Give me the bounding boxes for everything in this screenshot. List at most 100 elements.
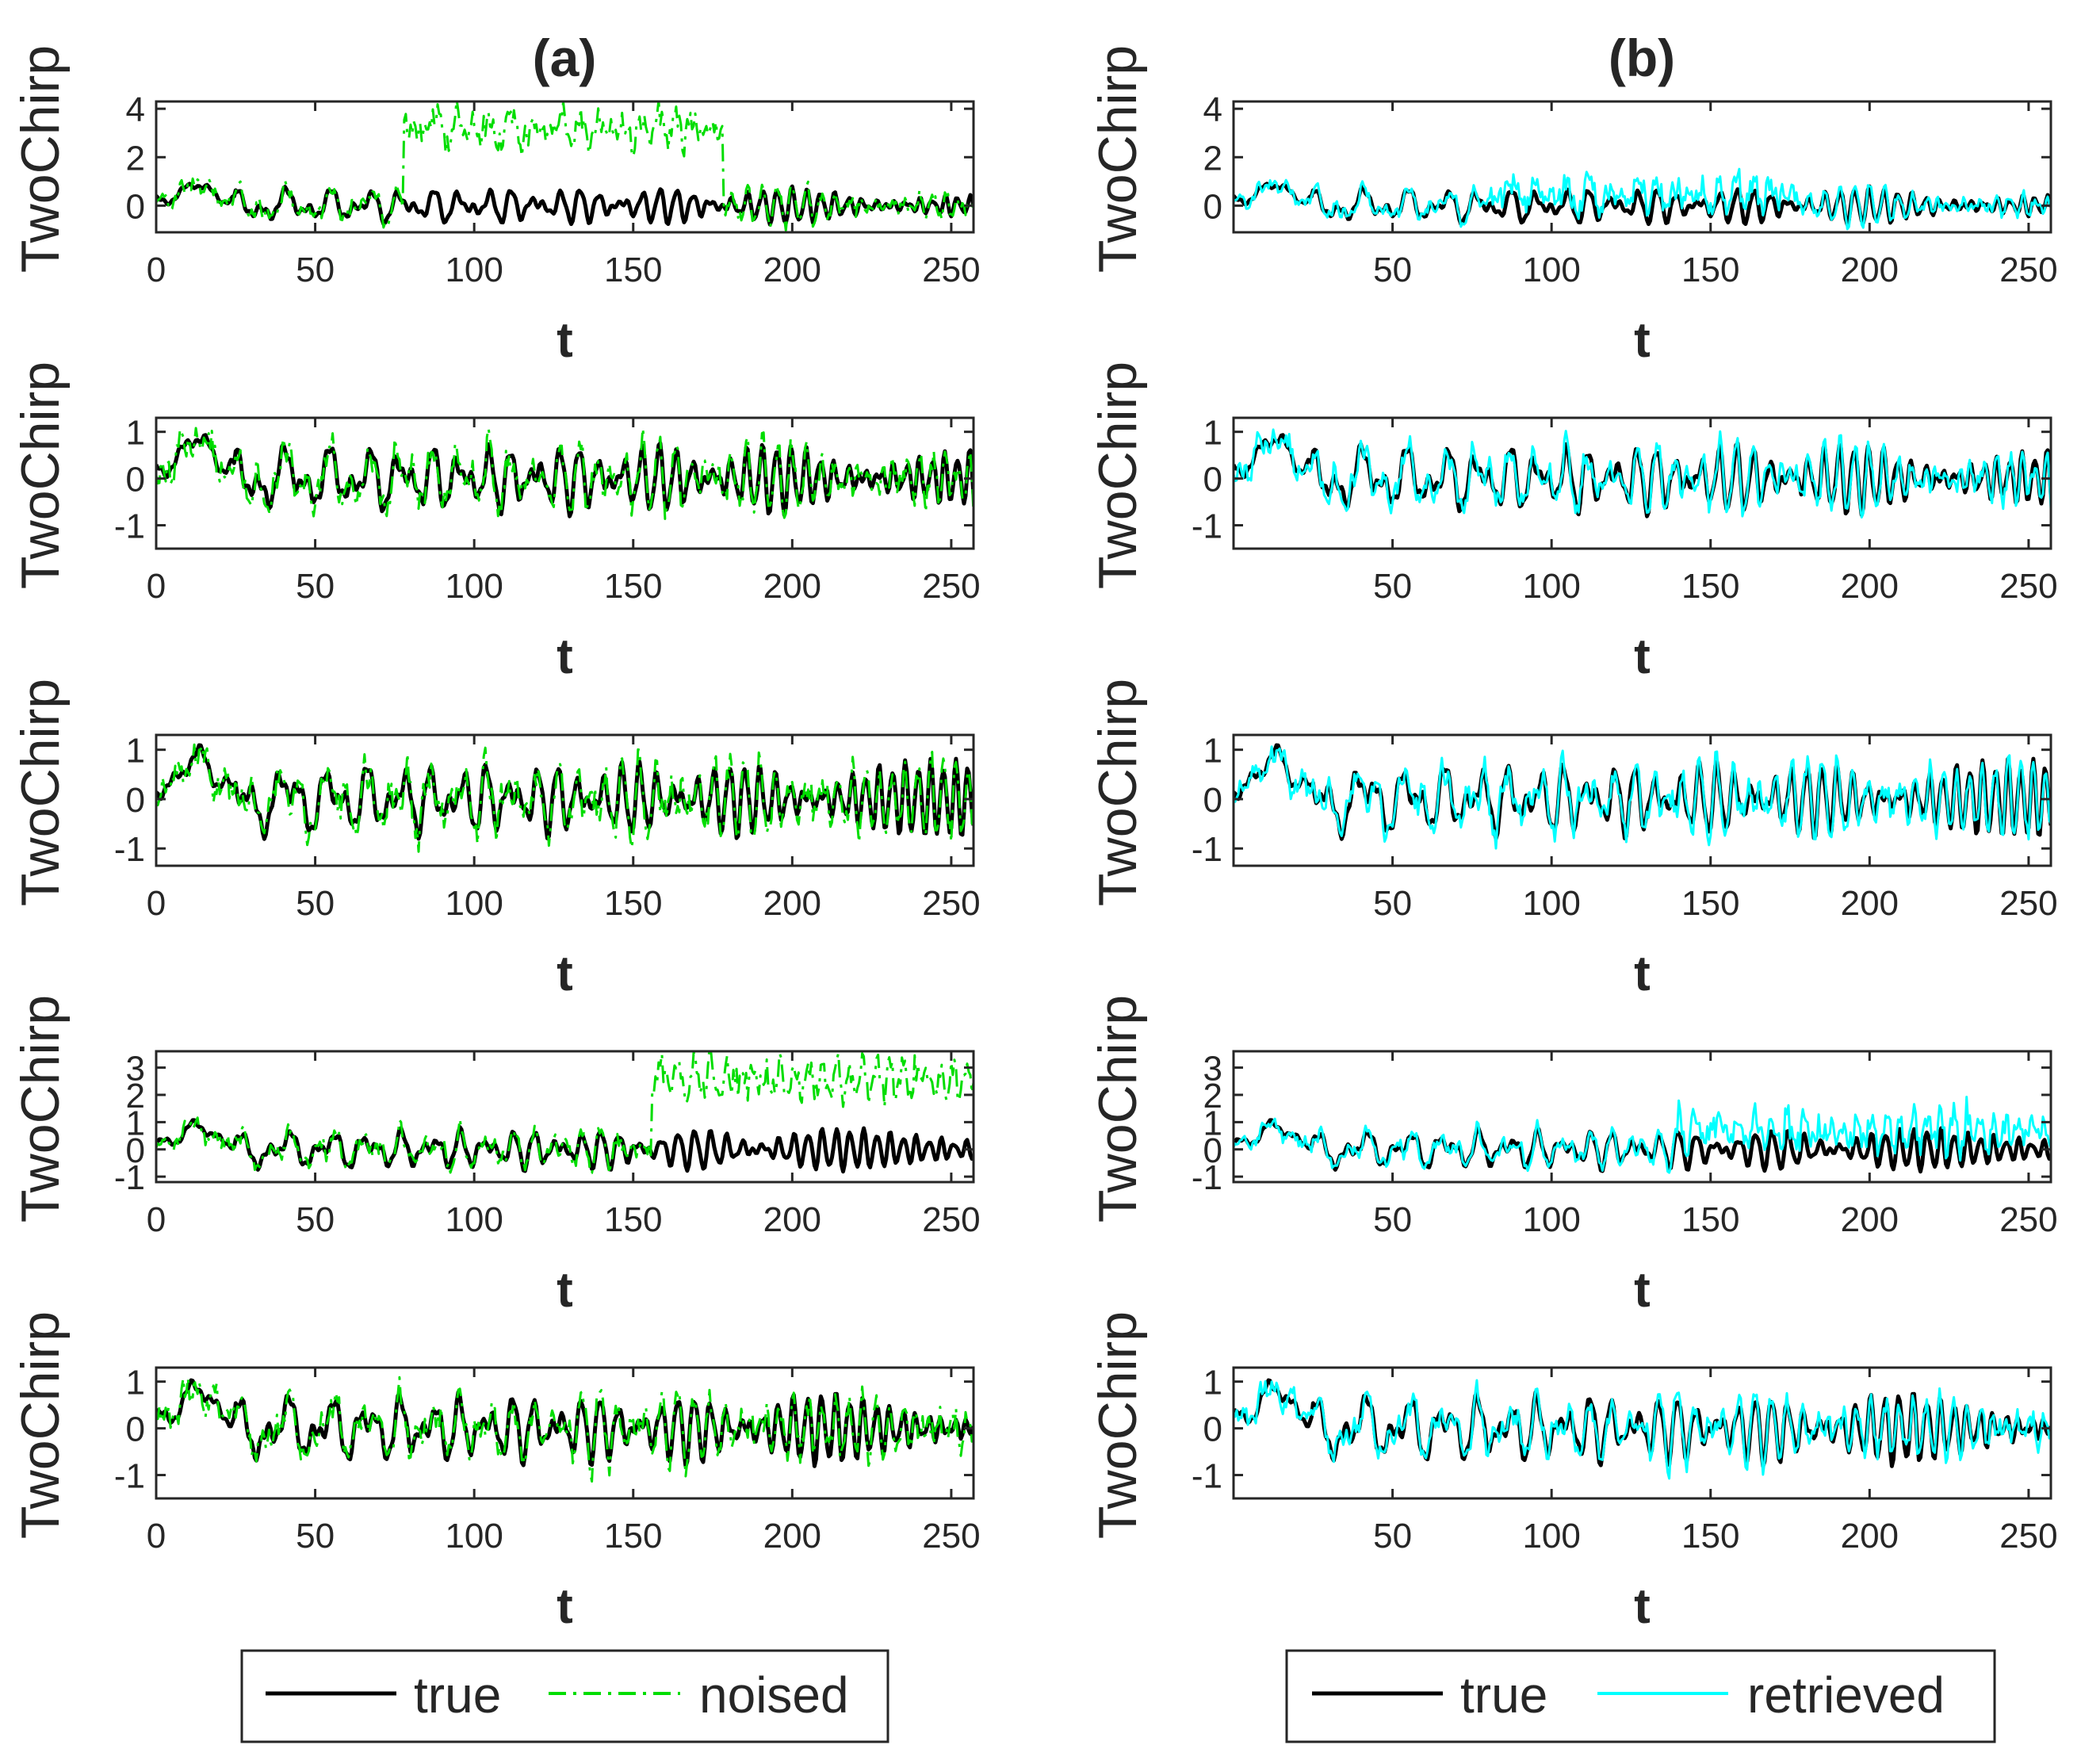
y-tick-label: 0 <box>126 1131 145 1170</box>
y-axis-label: TwoChirp <box>1088 679 1148 906</box>
y-tick-label: 0 <box>126 461 145 499</box>
y-tick-label: 1 <box>1203 414 1222 453</box>
legend-a: true noised <box>240 1649 889 1743</box>
y-tick-label: -1 <box>114 1457 145 1496</box>
axis-frame <box>155 733 975 867</box>
axis-frame <box>1232 416 2052 550</box>
series-line-true <box>1234 1118 2051 1174</box>
series-line-noised <box>156 743 974 853</box>
x-tick-label: 100 <box>1522 567 1580 606</box>
x-tick-label: 50 <box>296 1200 335 1239</box>
x-tick-label: 100 <box>1522 1200 1580 1239</box>
panel-title-a: (a) <box>533 29 597 87</box>
x-tick-label: 150 <box>604 1200 662 1239</box>
legend-a-true-label: true <box>414 1666 501 1724</box>
series-line-noised <box>156 1376 974 1483</box>
y-tick-label: 0 <box>126 1410 145 1449</box>
y-tick-label: 0 <box>1203 187 1222 226</box>
y-tick-label: -1 <box>1192 1457 1222 1496</box>
y-axis-label: TwoChirp <box>1088 1311 1148 1539</box>
subplot-b-2: 50 100 150 200 250 -1 0 1 t TwoChirp <box>1088 362 2058 684</box>
x-tick-label: 200 <box>1841 884 1899 923</box>
series-group-1-1 <box>1234 428 2051 518</box>
y-tick-label: -1 <box>1192 507 1222 546</box>
x-tick-label: 250 <box>1999 884 2057 923</box>
x-tick-label: 50 <box>296 1517 335 1555</box>
series-line-true <box>156 182 974 227</box>
y-tick-label: -1 <box>1192 1158 1222 1197</box>
y-tick-label: -1 <box>114 1158 145 1197</box>
series-group-1-2 <box>1234 743 2051 850</box>
y-tick-label: -1 <box>114 830 145 869</box>
series-group-1-0 <box>1234 167 2051 231</box>
x-tick-label: 100 <box>1522 1517 1580 1555</box>
y-tick-label: 0 <box>126 187 145 226</box>
legend-a-frame <box>240 1649 889 1743</box>
x-tick-label: 0 <box>147 884 166 923</box>
axis-frame <box>1232 733 2052 867</box>
series-line-noised <box>156 101 974 232</box>
x-tick-label: 150 <box>1681 884 1739 923</box>
x-tick-label: 0 <box>147 1200 166 1239</box>
series-line-retrieved <box>1234 167 2051 231</box>
x-tick-label: 50 <box>1373 884 1412 923</box>
x-tick-label: 50 <box>296 884 335 923</box>
series-line-noised <box>156 1051 974 1175</box>
x-tick-label: 200 <box>763 1200 821 1239</box>
series-line-noised <box>156 427 974 520</box>
y-tick-label: 1 <box>1203 1364 1222 1402</box>
legend-b-frame <box>1285 1649 1996 1743</box>
y-tick-label: 1 <box>126 414 145 453</box>
x-axis-label: t <box>557 947 573 1001</box>
x-tick-label: 200 <box>763 567 821 606</box>
x-tick-label: 200 <box>763 884 821 923</box>
x-tick-label: 50 <box>1373 1200 1412 1239</box>
y-tick-label: 0 <box>1203 1410 1222 1449</box>
x-axis-label: t <box>1634 1263 1651 1318</box>
legend-b: true retrieved <box>1285 1649 1996 1743</box>
y-axis-label: TwoChirp <box>1088 995 1148 1223</box>
x-tick-label: 250 <box>922 1517 980 1555</box>
x-tick-label: 50 <box>1373 251 1412 289</box>
series-group-1-4 <box>1234 1378 2051 1480</box>
x-axis-label: t <box>1634 1579 1651 1634</box>
x-tick-label: 150 <box>604 1517 662 1555</box>
x-axis-label: t <box>1634 947 1651 1001</box>
axis-frame <box>1232 1366 2052 1500</box>
y-tick-label: 2 <box>1203 139 1222 178</box>
y-tick-label: 1 <box>126 732 145 771</box>
y-tick-label: 1 <box>126 1364 145 1402</box>
y-axis-label: TwoChirp <box>10 679 71 906</box>
x-tick-label: 250 <box>922 884 980 923</box>
series-group-1-3 <box>1234 1096 2051 1174</box>
x-tick-label: 100 <box>1522 884 1580 923</box>
legend-a-noised-label: noised <box>699 1666 849 1724</box>
series-line-retrieved <box>1234 1096 2051 1174</box>
x-tick-label: 0 <box>147 1517 166 1555</box>
x-tick-label: 150 <box>1681 1517 1739 1555</box>
y-axis-label: TwoChirp <box>10 1311 71 1539</box>
series-line-retrieved <box>1234 745 2051 850</box>
y-axis-label: TwoChirp <box>1088 45 1148 273</box>
y-tick-label: 0 <box>1203 461 1222 499</box>
series-line-retrieved <box>1234 428 2051 518</box>
x-tick-label: 200 <box>1841 567 1899 606</box>
x-axis-label: t <box>557 1579 573 1634</box>
x-tick-label: 50 <box>1373 567 1412 606</box>
legend-b-true-label: true <box>1460 1666 1547 1724</box>
x-tick-label: 100 <box>445 567 503 606</box>
y-tick-label: -1 <box>114 507 145 546</box>
y-tick-label: 2 <box>126 1077 145 1115</box>
axis-frame <box>1232 100 2052 234</box>
x-tick-label: 100 <box>445 1517 503 1555</box>
y-axis-label: TwoChirp <box>10 45 71 273</box>
y-tick-label: 0 <box>1203 1131 1222 1170</box>
x-tick-label: 200 <box>1841 251 1899 289</box>
x-tick-label: 100 <box>445 1200 503 1239</box>
legend-b-retrieved-label: retrieved <box>1747 1666 1945 1724</box>
y-tick-label: 2 <box>1203 1077 1222 1115</box>
